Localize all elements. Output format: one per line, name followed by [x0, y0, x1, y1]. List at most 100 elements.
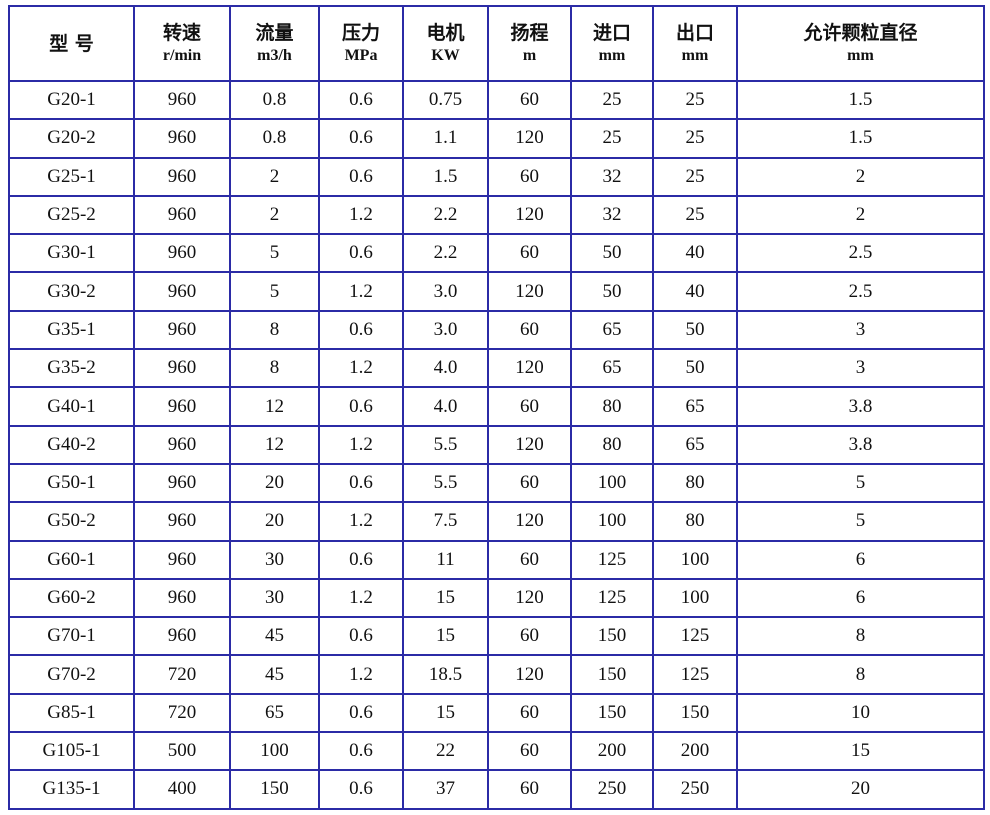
cell-motor: 7.5: [402, 501, 489, 542]
cell-speed: 960: [133, 348, 231, 389]
cell-model: G25-1: [8, 156, 135, 197]
cell-inlet: 50: [570, 233, 654, 274]
table-row: G60-2 960 30 1.2 15 120 125 100 6: [8, 577, 985, 619]
header-label: 出口: [675, 21, 714, 44]
cell-inlet: 125: [570, 577, 654, 619]
cell-motor: 22: [402, 731, 489, 772]
header-unit: MPa: [344, 46, 378, 64]
header-row: 型 号转速 r/min 流量 m3/h 压力 MPa 电机 KW 扬程 m 进口 mm 出口 mm 允许颗粒…: [8, 5, 985, 82]
table-row: G60-1 960 30 0.6 11 60 125 100 6: [8, 539, 985, 580]
pump-spec-table: 型 号转速 r/min 流量 m3/h 压力 MPa 电机 KW 扬程 m 进口 mm 出口 mm 允许颗粒…: [8, 5, 985, 810]
cell-head: 60: [487, 692, 572, 734]
cell-flow: 30: [229, 577, 320, 619]
cell-flow: 100: [229, 731, 320, 772]
cell-pressure: 0.6: [318, 79, 404, 121]
cell-speed: 720: [133, 654, 231, 695]
cell-model: G40-1: [8, 386, 135, 427]
table-row: G20-2 960 0.8 0.6 1.1 120 25 25 1.5: [8, 118, 985, 159]
cell-speed: 960: [133, 271, 231, 312]
cell-particle-diameter: 3.8: [736, 386, 985, 427]
cell-speed: 960: [133, 577, 231, 619]
cell-outlet: 50: [652, 348, 738, 389]
cell-head: 120: [487, 577, 572, 619]
cell-pressure: 0.6: [318, 156, 404, 197]
cell-motor: 4.0: [402, 348, 489, 389]
header-speed: 转速 r/min: [133, 5, 231, 82]
cell-pressure: 1.2: [318, 348, 404, 389]
table-row: G35-2 960 8 1.2 4.0 120 65 50 3: [8, 348, 985, 389]
cell-inlet: 25: [570, 79, 654, 121]
cell-motor: 1.1: [402, 118, 489, 159]
table-row: G70-2 720 45 1.2 18.5 120 150 125 8: [8, 654, 985, 695]
cell-model: G40-2: [8, 424, 135, 465]
header-label: 进口: [592, 21, 631, 44]
cell-particle-diameter: 8: [736, 654, 985, 695]
cell-pressure: 0.6: [318, 386, 404, 427]
header-unit: r/min: [162, 46, 202, 64]
cell-pressure: 0.6: [318, 616, 404, 657]
cell-speed: 960: [133, 233, 231, 274]
cell-outlet: 200: [652, 731, 738, 772]
cell-outlet: 100: [652, 577, 738, 619]
cell-motor: 18.5: [402, 654, 489, 695]
cell-head: 60: [487, 769, 572, 810]
cell-head: 60: [487, 462, 572, 504]
table-row: G35-1 960 8 0.6 3.0 60 65 50 3: [8, 309, 985, 351]
cell-inlet: 150: [570, 692, 654, 734]
header-unit: mm: [598, 46, 626, 64]
cell-particle-diameter: 1.5: [736, 118, 985, 159]
cell-pressure: 0.6: [318, 692, 404, 734]
cell-model: G60-2: [8, 577, 135, 619]
cell-particle-diameter: 3: [736, 348, 985, 389]
cell-speed: 960: [133, 501, 231, 542]
cell-model: G30-1: [8, 233, 135, 274]
header-label: 扬程: [510, 21, 549, 44]
cell-pressure: 1.2: [318, 271, 404, 312]
header-motor: 电机 KW: [402, 5, 489, 82]
cell-flow: 2: [229, 194, 320, 236]
cell-flow: 45: [229, 654, 320, 695]
cell-speed: 960: [133, 309, 231, 351]
cell-speed: 960: [133, 616, 231, 657]
cell-outlet: 125: [652, 654, 738, 695]
cell-model: G60-1: [8, 539, 135, 580]
cell-particle-diameter: 5: [736, 462, 985, 504]
cell-head: 60: [487, 386, 572, 427]
table-row: G85-1 720 65 0.6 15 60 150 150 10: [8, 692, 985, 734]
cell-flow: 150: [229, 769, 320, 810]
cell-speed: 400: [133, 769, 231, 810]
cell-inlet: 100: [570, 462, 654, 504]
cell-outlet: 150: [652, 692, 738, 734]
cell-motor: 37: [402, 769, 489, 810]
cell-flow: 0.8: [229, 118, 320, 159]
cell-particle-diameter: 2.5: [736, 233, 985, 274]
cell-pressure: 1.2: [318, 424, 404, 465]
cell-inlet: 150: [570, 616, 654, 657]
cell-head: 120: [487, 118, 572, 159]
header-inlet: 进口 mm: [570, 5, 654, 82]
cell-particle-diameter: 3.8: [736, 424, 985, 465]
header-unit: KW: [431, 46, 460, 64]
cell-inlet: 65: [570, 309, 654, 351]
cell-head: 120: [487, 424, 572, 465]
header-label: 型 号: [49, 32, 94, 55]
cell-model: G70-2: [8, 654, 135, 695]
table-row: G40-2 960 12 1.2 5.5 120 80 65 3.8: [8, 424, 985, 465]
table-row: G105-1 500 100 0.6 22 60 200 200 15: [8, 731, 985, 772]
cell-head: 60: [487, 539, 572, 580]
cell-pressure: 0.6: [318, 233, 404, 274]
cell-pressure: 0.6: [318, 462, 404, 504]
cell-outlet: 40: [652, 271, 738, 312]
cell-head: 120: [487, 654, 572, 695]
cell-speed: 500: [133, 731, 231, 772]
cell-particle-diameter: 3: [736, 309, 985, 351]
cell-outlet: 40: [652, 233, 738, 274]
cell-motor: 2.2: [402, 194, 489, 236]
cell-outlet: 80: [652, 462, 738, 504]
cell-speed: 960: [133, 386, 231, 427]
header-label: 转速: [162, 21, 201, 44]
cell-head: 60: [487, 616, 572, 657]
cell-inlet: 32: [570, 156, 654, 197]
cell-inlet: 65: [570, 348, 654, 389]
cell-pressure: 1.2: [318, 194, 404, 236]
